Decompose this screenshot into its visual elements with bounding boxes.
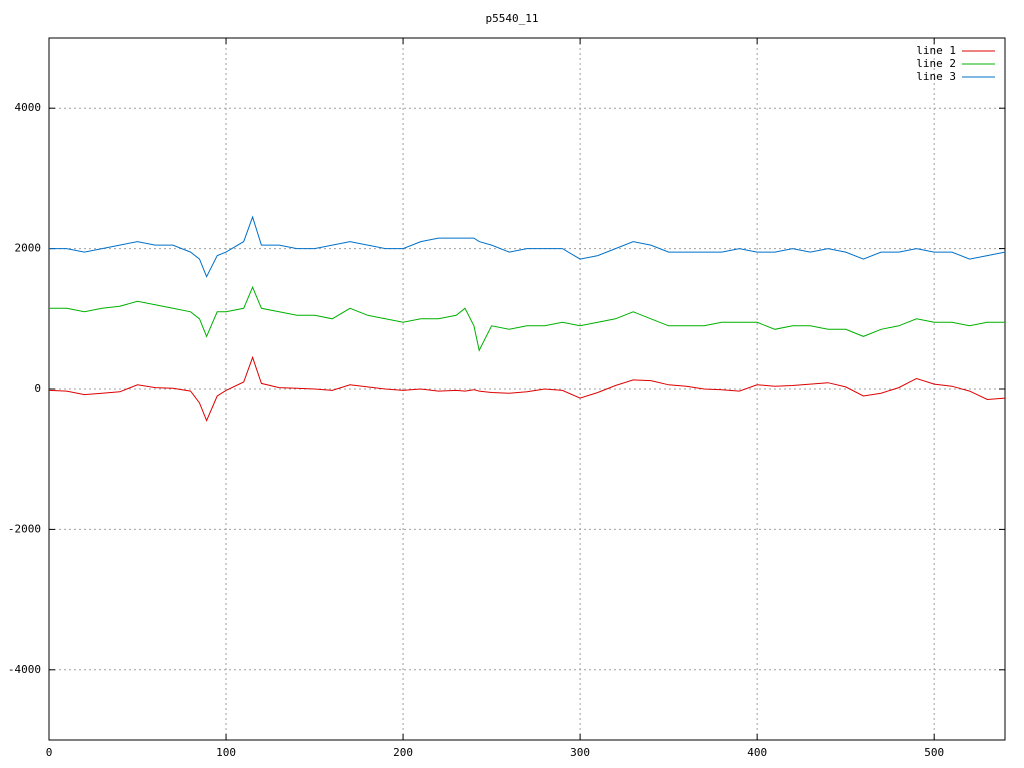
x-tick-label: 400 (747, 746, 767, 759)
data-line (49, 285, 1005, 352)
data-line (49, 215, 1006, 278)
legend-label: line 1 (916, 44, 956, 57)
y-tick-label: -4000 (8, 663, 41, 676)
x-tick-label: 500 (924, 746, 944, 759)
plot-border (48, 37, 1006, 741)
chart-title: p5540_11 (486, 12, 539, 25)
y-tick-label: 2000 (15, 242, 42, 255)
data-line (48, 355, 1006, 422)
y-tick-label: 0 (34, 382, 41, 395)
legend-label: line 3 (916, 70, 956, 83)
legend-label: line 2 (916, 57, 956, 70)
y-tick-label: 4000 (15, 101, 42, 114)
x-tick-label: 100 (216, 746, 236, 759)
x-tick-label: 200 (393, 746, 413, 759)
y-tick-label: -2000 (8, 522, 41, 535)
x-tick-label: 300 (570, 746, 590, 759)
x-tick-label: 0 (46, 746, 53, 759)
